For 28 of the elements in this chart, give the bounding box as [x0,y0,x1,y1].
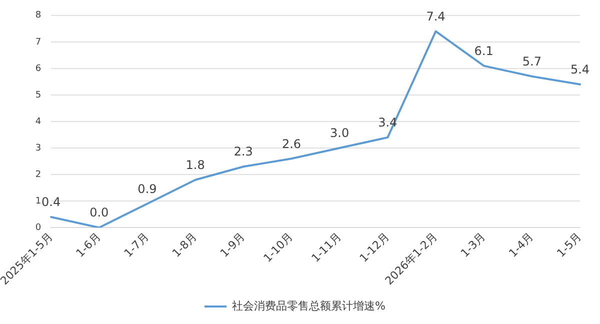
y-tick-label: 6 [35,64,42,74]
data-label: 0.9 [138,182,157,196]
y-tick-label: 1 [35,196,42,206]
data-label: 5.7 [522,54,542,69]
data-label: 6.1 [474,44,494,58]
data-label: 0.0 [90,206,109,220]
y-tick-label: 0 [35,222,42,233]
data-label: 7.4 [426,9,446,24]
x-tick-label: 1-6月 [74,230,104,260]
data-label: 2.6 [282,136,302,151]
x-tick-label: 1-7月 [122,230,152,260]
x-tick-label: 1-8月 [170,230,200,260]
y-tick-label: 3 [35,143,42,154]
y-tick-label: 2 [35,170,42,180]
data-label: 2.3 [234,144,253,159]
x-tick-label: 1-4月 [506,230,536,260]
data-label: 5.4 [570,62,590,76]
data-label: 3.0 [330,126,350,140]
y-tick-label: 5 [35,90,42,100]
y-tick-label: 8 [35,10,42,21]
data-label: 1.8 [186,158,205,172]
x-tick-label: 1-3月 [458,230,488,260]
x-tick-label: 1-5月 [554,230,584,260]
data-label: 0.4 [42,195,61,210]
y-tick-label: 7 [35,37,42,48]
legend-label: 社会消费品零售总额累计增速% [232,299,386,312]
x-tick-label: 1-9月 [218,230,248,260]
y-tick-label: 4 [35,116,42,127]
